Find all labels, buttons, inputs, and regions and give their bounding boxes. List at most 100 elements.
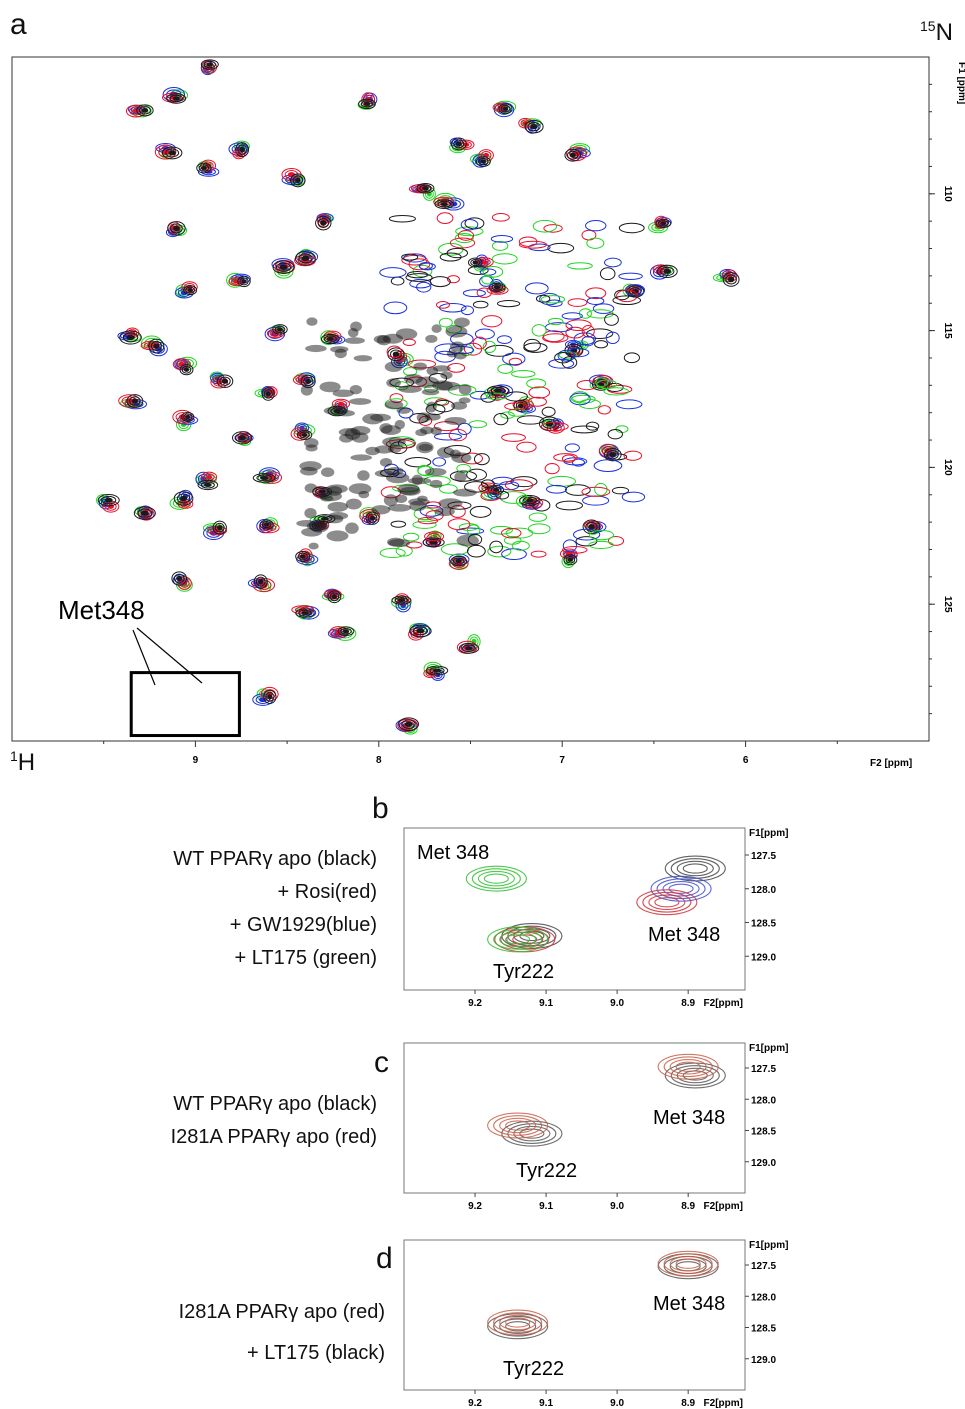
peak-contour-black — [296, 520, 317, 527]
peak-cluster — [492, 100, 517, 118]
peak-contour-black — [276, 262, 291, 272]
peak-contour-black — [353, 355, 373, 362]
peak-contour-black — [241, 279, 247, 284]
peak-cluster — [648, 215, 672, 234]
peak-contour-black — [399, 486, 421, 496]
contour-black — [682, 863, 708, 874]
peak-contour-red — [154, 144, 177, 160]
peak-contour-black — [605, 453, 628, 461]
peak-contour-red — [561, 454, 576, 463]
contour-red — [675, 1061, 701, 1072]
peak-contour-black — [542, 418, 557, 429]
peak-contour-black — [480, 479, 495, 489]
peak-contour-red — [623, 450, 643, 461]
peak-contour-blue — [432, 457, 447, 467]
peak-contour-black — [131, 398, 139, 404]
peak-contour-black — [304, 438, 319, 448]
y-tick-label: 129.0 — [751, 952, 776, 963]
peak-contour-black — [265, 692, 275, 702]
peak-contour-black — [320, 467, 335, 478]
peak-contour-black — [567, 557, 574, 562]
peak-red — [657, 1053, 719, 1080]
peak-contour-red — [359, 509, 381, 523]
peak-contour-blue — [572, 458, 586, 467]
peak-cluster — [172, 356, 198, 376]
contour-green — [477, 870, 515, 887]
peak-contour-black — [320, 495, 334, 502]
peak-contour-black — [429, 479, 443, 489]
peak-contour-red — [565, 326, 585, 339]
peak-contour-red — [562, 550, 575, 558]
peak-contour-black — [379, 457, 393, 467]
peak-contour-blue — [586, 296, 605, 305]
peak-contour-black — [237, 275, 251, 288]
peak-contour-black — [525, 498, 534, 503]
peak-contour-black — [197, 479, 219, 491]
peak-contour-black — [567, 150, 579, 160]
peak-cluster — [171, 571, 193, 592]
peak-contour-black — [456, 534, 479, 547]
peak-cluster — [118, 394, 148, 410]
peak-contour-black — [217, 524, 223, 531]
contour-black — [670, 1065, 720, 1086]
peak-cluster — [449, 137, 475, 154]
peak-contour-red — [581, 486, 611, 497]
peak-contour-black — [392, 351, 400, 357]
peak-contour-black — [299, 554, 306, 559]
peak-contour-black — [450, 137, 467, 151]
peak-cluster — [117, 327, 142, 345]
x-tick-label: 9.0 — [610, 1398, 624, 1409]
peak-contour-black — [397, 598, 406, 603]
peak-contour-black — [404, 457, 432, 468]
peak-contour-black — [349, 398, 372, 405]
peak-contour-blue — [460, 305, 474, 316]
peak-contour-black — [453, 317, 470, 328]
peak-contour-green — [567, 262, 593, 270]
peak-cluster — [564, 143, 591, 162]
peak-contour-black — [329, 592, 340, 602]
peak-contour-black — [603, 448, 622, 462]
peak-contour-black — [299, 431, 310, 439]
x-tick-label: 8.9 — [681, 1398, 695, 1409]
peak-contour-red — [565, 319, 592, 331]
y-tick-label-a: 115 — [942, 323, 953, 340]
peak-contour-red — [165, 94, 181, 102]
peak-contour-red — [518, 236, 538, 247]
peak-contour-black — [434, 199, 455, 209]
peak-annotation: Met 348 — [417, 842, 489, 864]
peak-contour-black — [301, 432, 308, 437]
peak-contour-black — [493, 413, 509, 426]
contour-black — [505, 1321, 531, 1332]
peak-contour-blue — [403, 253, 427, 263]
peak-contour-black — [198, 164, 210, 172]
y-axis-title: F1[ppm] — [749, 828, 788, 839]
peak-contour-red — [472, 336, 487, 350]
peak-contour-black — [129, 396, 141, 406]
legend-b-line-4: + LT175 (green) — [234, 947, 378, 969]
peak-contour-black — [467, 265, 489, 275]
x-tick-label-a: 9 — [193, 755, 199, 766]
peak-contour-black — [487, 385, 509, 396]
peak-contour-black — [367, 513, 378, 523]
peak-contour-black — [204, 482, 212, 487]
peak-contour-black — [585, 521, 598, 532]
peak-contour-black — [586, 328, 614, 340]
peak-contour-black — [214, 522, 225, 533]
contour-red — [499, 1314, 537, 1331]
peak-contour-black — [473, 453, 490, 466]
peak-contour-black — [331, 594, 338, 600]
plot-frame — [403, 827, 746, 991]
y-tick-label: 129.0 — [751, 1355, 776, 1366]
y-tick-label: 127.5 — [751, 1064, 776, 1075]
peak-contour-black — [455, 559, 462, 564]
peak-contour-black — [345, 498, 362, 510]
peak-contour-black — [663, 268, 672, 274]
peak-contour-blue — [469, 390, 491, 400]
peak-cluster — [486, 279, 509, 295]
peak-contour-blue — [195, 471, 212, 487]
peak-contour-black — [239, 277, 249, 286]
peak-contour-blue — [502, 352, 526, 366]
peak-contour-red — [527, 396, 547, 407]
peak-contour-black — [429, 667, 445, 675]
peak-cluster — [281, 168, 306, 188]
